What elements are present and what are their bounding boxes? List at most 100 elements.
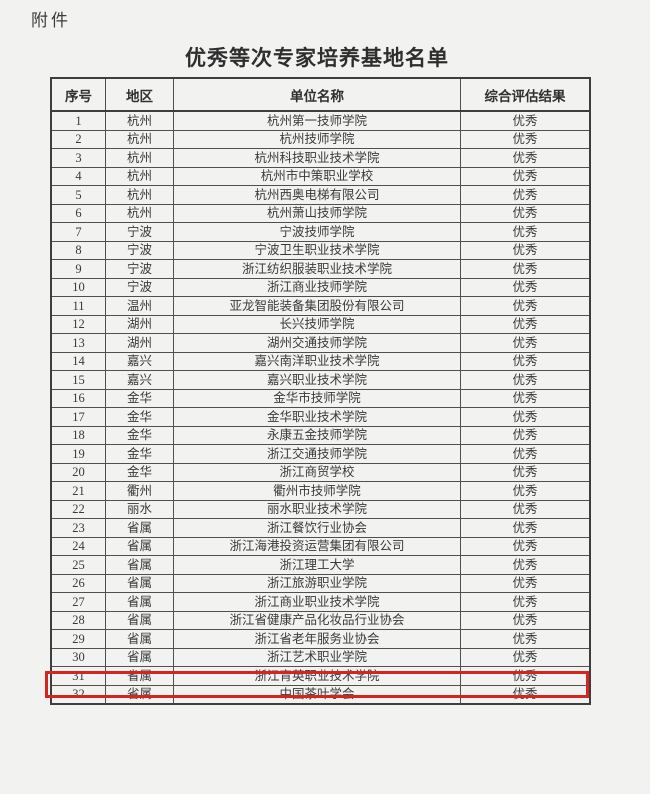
row-number-cell: 5 — [50, 185, 106, 205]
header-result: 综合评估结果 — [460, 77, 591, 112]
attachment-label: 附件 — [31, 11, 71, 30]
table-row: 31 省属 浙江育英职业技术学院 优秀 — [50, 666, 591, 686]
region-cell: 丽水 — [105, 499, 174, 519]
unit-name-cell: 嘉兴职业技术学院 — [173, 370, 461, 390]
table-row: 3 杭州 杭州科技职业技术学院 优秀 — [50, 148, 591, 168]
unit-name-cell: 丽水职业技术学院 — [173, 499, 461, 519]
unit-name-cell: 浙江理工大学 — [173, 555, 461, 575]
result-cell: 优秀 — [460, 647, 591, 667]
result-cell: 优秀 — [460, 425, 591, 445]
unit-name-cell: 杭州市中策职业学校 — [173, 166, 461, 186]
table-row: 4 杭州 杭州市中策职业学校 优秀 — [50, 166, 591, 186]
result-cell: 优秀 — [460, 444, 591, 464]
table-row: 23 省属 浙江餐饮行业协会 优秀 — [50, 518, 591, 538]
result-cell: 优秀 — [460, 148, 591, 168]
table-row: 32 省属 中国茶叶学会 优秀 — [50, 684, 591, 705]
table-row: 22 丽水 丽水职业技术学院 优秀 — [50, 499, 591, 519]
page-title: 优秀等次专家培养基地名单 — [185, 46, 449, 70]
unit-name-cell: 嘉兴南洋职业技术学院 — [173, 351, 461, 371]
region-cell: 金华 — [105, 462, 174, 482]
region-cell: 省属 — [105, 684, 174, 705]
result-cell: 优秀 — [460, 110, 591, 131]
table-row: 7 宁波 宁波技师学院 优秀 — [50, 222, 591, 242]
row-number-cell: 31 — [50, 666, 106, 686]
header-region: 地区 — [105, 77, 174, 112]
result-cell: 优秀 — [460, 629, 591, 649]
unit-name-cell: 杭州萧山技师学院 — [173, 203, 461, 223]
table-row: 8 宁波 宁波卫生职业技术学院 优秀 — [50, 240, 591, 260]
unit-name-cell: 衢州市技师学院 — [173, 481, 461, 501]
row-number-cell: 32 — [50, 684, 106, 705]
row-number-cell: 15 — [50, 370, 106, 390]
row-number-cell: 6 — [50, 203, 106, 223]
region-cell: 省属 — [105, 592, 174, 612]
table-row: 16 金华 金华市技师学院 优秀 — [50, 388, 591, 408]
unit-name-cell: 浙江纺织服装职业技术学院 — [173, 259, 461, 279]
region-cell: 省属 — [105, 629, 174, 649]
table-row: 1 杭州 杭州第一技师学院 优秀 — [50, 110, 591, 131]
table-row: 5 杭州 杭州西奥电梯有限公司 优秀 — [50, 185, 591, 205]
result-cell: 优秀 — [460, 166, 591, 186]
region-cell: 省属 — [105, 573, 174, 593]
result-cell: 优秀 — [460, 296, 591, 316]
unit-name-cell: 浙江海港投资运营集团有限公司 — [173, 536, 461, 556]
unit-name-cell: 杭州西奥电梯有限公司 — [173, 185, 461, 205]
region-cell: 金华 — [105, 388, 174, 408]
result-cell: 优秀 — [460, 407, 591, 427]
table-row: 13 湖州 湖州交通技师学院 优秀 — [50, 333, 591, 353]
region-cell: 湖州 — [105, 314, 174, 334]
header-no: 序号 — [50, 77, 106, 112]
row-number-cell: 1 — [50, 110, 106, 131]
region-cell: 省属 — [105, 610, 174, 630]
result-cell: 优秀 — [460, 129, 591, 149]
region-cell: 宁波 — [105, 240, 174, 260]
result-cell: 优秀 — [460, 592, 591, 612]
unit-name-cell: 长兴技师学院 — [173, 314, 461, 334]
table-row: 25 省属 浙江理工大学 优秀 — [50, 555, 591, 575]
row-number-cell: 25 — [50, 555, 106, 575]
row-number-cell: 11 — [50, 296, 106, 316]
row-number-cell: 4 — [50, 166, 106, 186]
region-cell: 衢州 — [105, 481, 174, 501]
result-cell: 优秀 — [460, 481, 591, 501]
region-cell: 杭州 — [105, 203, 174, 223]
table-body: 1 杭州 杭州第一技师学院 优秀 2 杭州 杭州技师学院 优秀 3 杭州 杭州科技职业技术学院 优秀 4… — [50, 110, 591, 705]
result-cell: 优秀 — [460, 536, 591, 556]
table-row: 15 嘉兴 嘉兴职业技术学院 优秀 — [50, 370, 591, 390]
unit-name-cell: 浙江商业技师学院 — [173, 277, 461, 297]
row-number-cell: 27 — [50, 592, 106, 612]
table-row: 21 衢州 衢州市技师学院 优秀 — [50, 481, 591, 501]
unit-name-cell: 浙江商业职业技术学院 — [173, 592, 461, 612]
table-row: 17 金华 金华职业技术学院 优秀 — [50, 407, 591, 427]
row-number-cell: 10 — [50, 277, 106, 297]
row-number-cell: 2 — [50, 129, 106, 149]
row-number-cell: 18 — [50, 425, 106, 445]
row-number-cell: 19 — [50, 444, 106, 464]
row-number-cell: 26 — [50, 573, 106, 593]
unit-name-cell: 浙江育英职业技术学院 — [173, 666, 461, 686]
row-number-cell: 24 — [50, 536, 106, 556]
result-cell: 优秀 — [460, 370, 591, 390]
region-cell: 杭州 — [105, 185, 174, 205]
unit-name-cell: 金华职业技术学院 — [173, 407, 461, 427]
region-cell: 杭州 — [105, 129, 174, 149]
row-number-cell: 7 — [50, 222, 106, 242]
region-cell: 省属 — [105, 518, 174, 538]
region-cell: 湖州 — [105, 333, 174, 353]
result-cell: 优秀 — [460, 351, 591, 371]
row-number-cell: 14 — [50, 351, 106, 371]
result-cell: 优秀 — [460, 684, 591, 705]
region-cell: 宁波 — [105, 259, 174, 279]
row-number-cell: 29 — [50, 629, 106, 649]
region-cell: 嘉兴 — [105, 351, 174, 371]
row-number-cell: 9 — [50, 259, 106, 279]
result-cell: 优秀 — [460, 222, 591, 242]
region-cell: 金华 — [105, 444, 174, 464]
result-cell: 优秀 — [460, 259, 591, 279]
row-number-cell: 13 — [50, 333, 106, 353]
region-cell: 金华 — [105, 425, 174, 445]
region-cell: 宁波 — [105, 277, 174, 297]
region-cell: 省属 — [105, 555, 174, 575]
unit-name-cell: 湖州交通技师学院 — [173, 333, 461, 353]
region-cell: 金华 — [105, 407, 174, 427]
